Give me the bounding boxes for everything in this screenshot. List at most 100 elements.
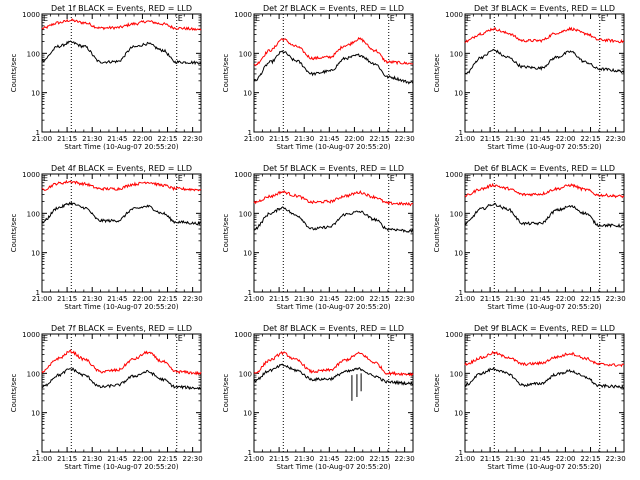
y-tick-label: 10 [243, 90, 252, 98]
x-tick-label: 21:15 [269, 135, 289, 143]
y-tick-label: 1000 [445, 171, 463, 179]
y-tick-label: 100 [450, 370, 463, 378]
y-tick-label: 1 [248, 449, 252, 457]
x-tick-label: 21:00 [244, 295, 264, 303]
events-series-line [253, 363, 414, 386]
chart-panel-3: Det 3f BLACK = Events, RED = LLD 1 10 100 10… [433, 4, 626, 151]
event-marker-label: E [255, 14, 260, 23]
chart-panel-2: Det 2f BLACK = Events, RED = LLD 1 10 100 10… [222, 4, 415, 151]
x-tick-label: 21:00 [244, 455, 264, 463]
y-axis-label: Counts/sec [433, 214, 441, 253]
x-tick-label: 21:30 [82, 295, 102, 303]
x-tick-label: 21:45 [107, 295, 127, 303]
x-tick-label: 21:00 [244, 135, 264, 143]
x-tick-label: 21:30 [82, 455, 102, 463]
x-tick-label: 21:30 [82, 135, 102, 143]
chart-title: Det 8f BLACK = Events, RED = LLD [263, 324, 404, 333]
x-axis-label: Start Time (10-Aug-07 20:55:20) [487, 143, 601, 151]
x-tick-label: 22:00 [132, 455, 152, 463]
x-tick-label: 22:00 [132, 295, 152, 303]
y-tick-label: 1 [248, 289, 252, 297]
x-tick-label: 21:45 [530, 455, 550, 463]
y-tick-label: 100 [27, 370, 40, 378]
y-axis-label: Counts/sec [222, 214, 230, 253]
y-tick-label: 1000 [22, 331, 40, 339]
plot-frame [253, 13, 414, 133]
y-tick-label: 1 [36, 289, 40, 297]
x-tick-label: 22:30 [606, 455, 626, 463]
event-marker-label: E [390, 14, 395, 23]
x-tick-label: 22:30 [395, 295, 415, 303]
x-axis-label: Start Time (10-Aug-07 20:55:20) [64, 463, 178, 471]
lld-series-line [253, 351, 414, 377]
chart-title: Det 4f BLACK = Events, RED = LLD [51, 164, 192, 173]
x-tick-label: 22:00 [555, 455, 575, 463]
y-tick-label: 1000 [445, 11, 463, 19]
y-tick-label: 10 [243, 250, 252, 258]
y-tick-label: 100 [450, 210, 463, 218]
x-tick-label: 21:45 [319, 295, 339, 303]
event-marker-label: E [255, 174, 260, 183]
x-tick-label: 21:45 [319, 135, 339, 143]
event-marker-label: E [390, 174, 395, 183]
lld-series-line [464, 182, 625, 199]
x-tick-label: 22:15 [157, 135, 177, 143]
x-tick-label: 22:15 [157, 455, 177, 463]
x-tick-label: 21:30 [505, 135, 525, 143]
event-marker-label: E [178, 14, 183, 23]
y-tick-label: 10 [454, 410, 463, 418]
y-axis-label: Counts/sec [10, 54, 18, 93]
event-marker-label: E [466, 14, 471, 23]
y-tick-label: 1 [36, 129, 40, 137]
x-tick-label: 22:00 [555, 135, 575, 143]
lld-series-line [41, 18, 202, 31]
x-axis-label: Start Time (10-Aug-07 20:55:20) [276, 143, 390, 151]
events-series-line [253, 50, 414, 85]
x-axis-label: Start Time (10-Aug-07 20:55:20) [487, 463, 601, 471]
x-tick-label: 21:30 [505, 295, 525, 303]
chart-panel-8: Det 8f BLACK = Events, RED = LLD 1 10 100 10… [222, 324, 415, 471]
x-tick-label: 21:30 [294, 295, 314, 303]
plot-frame [464, 333, 625, 453]
event-marker-label: E [178, 174, 183, 183]
y-axis-label: Counts/sec [433, 374, 441, 413]
x-axis-label: Start Time (10-Aug-07 20:55:20) [64, 303, 178, 311]
x-tick-label: 21:00 [455, 295, 475, 303]
plot-frame [41, 173, 202, 293]
y-tick-label: 1000 [234, 11, 252, 19]
x-axis-label: Start Time (10-Aug-07 20:55:20) [64, 143, 178, 151]
y-tick-label: 100 [239, 370, 252, 378]
x-tick-label: 21:00 [455, 135, 475, 143]
y-tick-label: 1 [459, 129, 463, 137]
x-tick-label: 21:15 [57, 135, 77, 143]
x-tick-label: 22:00 [344, 135, 364, 143]
plot-frame [253, 173, 414, 293]
x-tick-label: 21:45 [107, 455, 127, 463]
x-tick-label: 22:15 [580, 295, 600, 303]
event-marker-label: E [466, 334, 471, 343]
x-tick-label: 22:00 [344, 295, 364, 303]
y-tick-label: 1 [36, 449, 40, 457]
x-axis-label: Start Time (10-Aug-07 20:55:20) [487, 303, 601, 311]
x-tick-label: 22:15 [157, 295, 177, 303]
x-tick-label: 21:15 [480, 135, 500, 143]
x-tick-label: 22:15 [369, 295, 389, 303]
lld-series-line [253, 190, 414, 207]
x-tick-label: 22:15 [369, 455, 389, 463]
x-tick-label: 22:00 [132, 135, 152, 143]
y-axis-label: Counts/sec [222, 374, 230, 413]
event-marker-label: E [466, 174, 471, 183]
x-axis-label: Start Time (10-Aug-07 20:55:20) [276, 463, 390, 471]
events-series-line [41, 40, 202, 66]
x-tick-label: 21:30 [505, 455, 525, 463]
x-tick-label: 21:45 [530, 135, 550, 143]
y-tick-label: 100 [239, 210, 252, 218]
x-tick-label: 22:00 [344, 455, 364, 463]
chart-title: Det 5f BLACK = Events, RED = LLD [263, 164, 404, 173]
x-tick-label: 21:15 [269, 455, 289, 463]
y-tick-label: 10 [454, 250, 463, 258]
chart-panel-7: Det 7f BLACK = Events, RED = LLD 1 10 100 10… [10, 324, 203, 471]
x-tick-label: 21:00 [455, 455, 475, 463]
events-series-line [41, 201, 202, 226]
